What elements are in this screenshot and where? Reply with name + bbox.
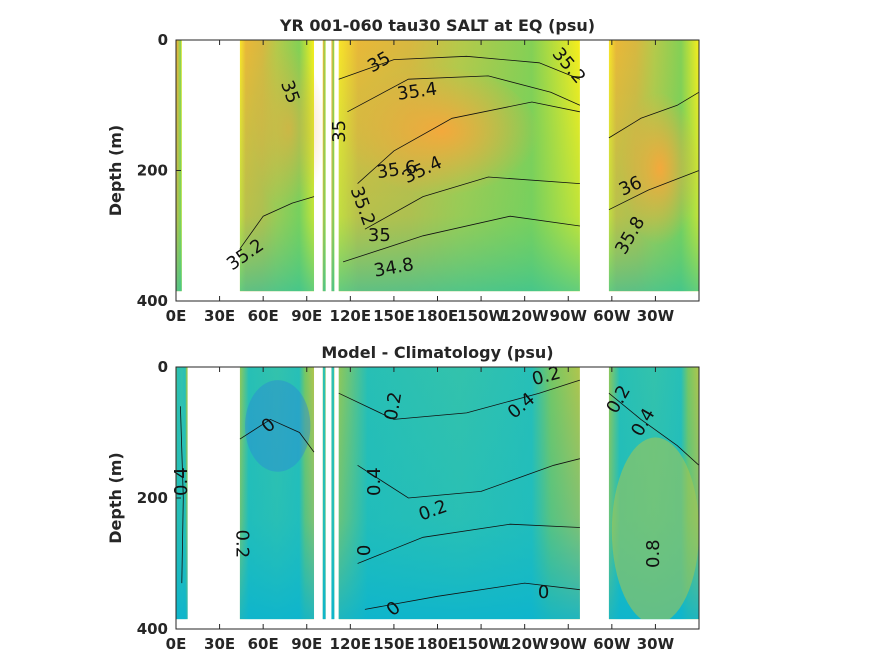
x-tick-label: 120W [501,635,549,653]
deep-shading-2 [322,367,326,620]
contour-line-4 [342,215,580,263]
x-tick-label: 60W [593,635,631,653]
x-tick-label: 180E [417,307,459,325]
anomaly-panel: Model - Climatology (psu) 0.400.20.2 0.40… [106,343,700,653]
contour-label: 35 [329,120,350,143]
indian-ocean-core [244,46,326,230]
salinity-panel: YR 001-060 tau30 SALT at EQ (psu) 35.435… [106,16,700,325]
x-tick-label: 90W [550,635,588,653]
contour-line-0 [338,55,581,80]
deep-shading-1 [239,367,315,620]
anomaly-y-axis: 0 200 400 [137,358,181,638]
contour-label: 0.8 [643,539,664,568]
x-tick-label: 30E [204,635,235,653]
atlantic-core [611,92,699,262]
x-tick-label: 150W [457,635,505,653]
deep-shading-3 [331,367,335,620]
x-tick-label: 90E [291,635,322,653]
x-tick-label: 60E [248,635,279,653]
contour-line-1 [357,458,580,499]
x-tick-label: 60E [248,307,279,325]
contour-label: 0 [354,545,375,556]
contour-label: 0 [538,582,549,603]
deep-shading-2 [322,40,326,292]
anomaly-panel-title: Model - Climatology (psu) [321,343,553,362]
salinity-y-axis: 0 200 400 [137,31,181,310]
y-tick-label: 400 [137,292,168,310]
contour-line-5 [239,196,315,250]
deep-shading-0 [176,40,182,292]
high-salinity-core [321,66,540,210]
x-tick-label: 60W [593,307,631,325]
contour-label: 0.4 [171,467,192,496]
anomaly-y-axis-label: Depth (m) [106,452,125,544]
y-tick-label: 0 [158,31,168,49]
contour-line-6 [180,406,184,584]
y-tick-label: 0 [158,358,168,376]
contour-line-5 [608,392,700,466]
contour-label: 35 [368,225,391,246]
x-tick-label: 120E [330,307,372,325]
salty-anomaly-atlantic [611,437,699,620]
salinity-field [176,40,699,292]
x-tick-label: 150E [373,635,415,653]
shading-overlay [176,367,699,620]
contour-line-7 [608,170,700,211]
contour-label: 0.2 [231,530,252,559]
contour-line-6 [608,91,700,139]
x-tick-label: 150W [457,307,505,325]
contour-line-1 [347,75,581,113]
x-tick-label: 90E [291,307,322,325]
fresh-anomaly-indian [245,380,311,472]
x-tick-label: 30W [637,307,675,325]
shading-overlay [176,40,699,292]
contour-line-3 [364,176,580,230]
x-tick-label: 180E [417,635,459,653]
y-tick-label: 200 [137,162,168,180]
contour-label: 0.4 [364,467,385,496]
contour-line-2 [357,523,580,564]
x-tick-label: 30W [637,635,675,653]
y-tick-label: 400 [137,620,168,638]
x-tick-label: 30E [204,307,235,325]
x-tick-label: 0E [166,635,187,653]
x-tick-label: 120W [501,307,549,325]
x-tick-label: 0E [166,307,187,325]
contour-line-0 [338,379,581,420]
contour-line-4 [239,418,315,453]
contour-line-3 [364,582,580,610]
x-tick-label: 150E [373,307,415,325]
x-tick-label: 120E [330,635,372,653]
deep-shading-0 [176,367,188,620]
salinity-contour-lines [239,55,700,263]
y-tick-label: 200 [137,489,168,507]
contour-label: 0.2 [381,390,407,422]
contour-line-2 [357,101,580,184]
salinity-panel-title: YR 001-060 tau30 SALT at EQ (psu) [279,16,595,35]
salinity-y-axis-label: Depth (m) [106,125,125,217]
x-tick-label: 90W [550,307,588,325]
anomaly-contour-lines [180,379,700,610]
